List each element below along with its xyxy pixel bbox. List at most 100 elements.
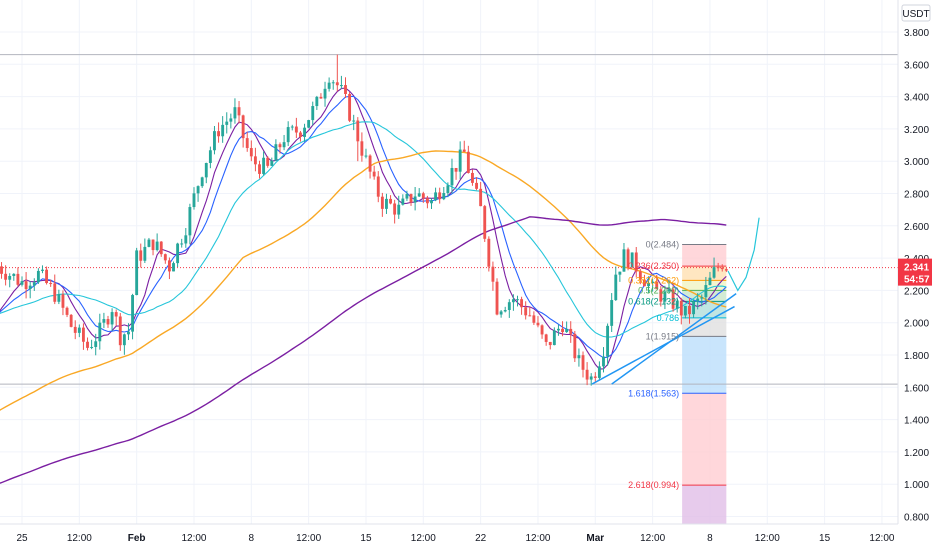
price-tick-label: 3.200 <box>904 125 929 136</box>
candle-body <box>143 246 147 261</box>
time-tick-label: 12:00 <box>755 533 780 544</box>
candle-body <box>352 120 356 122</box>
chart-grid <box>0 0 898 524</box>
price-axis[interactable]: USDT 3.800 3.600 3.400 3.200 3.000 2.800 2.600 2… <box>897 0 932 550</box>
candle-body <box>147 239 151 247</box>
candle-body <box>335 82 339 86</box>
time-tick-label: 12:00 <box>640 533 665 544</box>
candle-body <box>614 274 618 301</box>
candlesticks <box>0 54 728 386</box>
time-tick-label: 12:00 <box>181 533 206 544</box>
candle-body <box>98 322 102 342</box>
candle-body <box>294 126 298 133</box>
fib-label: 1(1.915) <box>646 331 680 341</box>
candle-body <box>364 155 368 157</box>
price-tick-label: 1.200 <box>904 448 929 459</box>
candle-body <box>643 279 646 287</box>
candle-body <box>475 182 478 189</box>
candle-body <box>20 281 24 285</box>
trendline <box>591 305 735 385</box>
time-tick-label: 12:00 <box>411 533 436 544</box>
fib-zone-0 <box>682 244 727 267</box>
candle-body <box>483 206 487 239</box>
candle-body <box>520 299 524 308</box>
candle-body <box>696 298 700 302</box>
fib-label: 0(2.484) <box>646 240 680 250</box>
time-tick-label: 8 <box>249 533 255 544</box>
fib-zone-0.5 <box>682 290 727 302</box>
candle-body <box>434 192 438 201</box>
candle-body <box>303 127 306 137</box>
candle-body <box>344 85 347 95</box>
candle-body <box>282 142 286 148</box>
candle-body <box>471 172 474 183</box>
candle-body <box>348 94 352 121</box>
candle-body <box>258 164 261 174</box>
time-tick-label: 15 <box>819 533 831 544</box>
candle-body <box>110 312 114 325</box>
candle-body <box>606 325 610 357</box>
candle-body <box>647 283 650 287</box>
candle-body <box>53 283 57 302</box>
candle-body <box>638 271 642 280</box>
candle-body <box>249 148 253 157</box>
fib-zone-0.382 <box>682 280 727 291</box>
candle-body <box>196 186 200 194</box>
candle-body <box>622 249 626 272</box>
candle-body <box>430 200 433 204</box>
candle-body <box>81 327 85 342</box>
projection-curve <box>727 217 760 292</box>
candle-body <box>176 243 180 264</box>
candle-body <box>225 121 229 125</box>
candle-body <box>528 315 532 317</box>
candle-body <box>712 267 716 278</box>
candle-body <box>57 294 61 302</box>
candle-body <box>589 376 593 380</box>
candle-body <box>184 235 188 244</box>
candle-body <box>499 311 503 315</box>
candle-body <box>49 283 53 285</box>
time-axis-bg <box>0 524 898 550</box>
candle-body <box>630 252 634 268</box>
candle-body <box>401 198 405 205</box>
candle-body <box>323 88 327 99</box>
candle-body <box>77 327 81 333</box>
candle-body <box>380 196 384 209</box>
candle-body <box>516 299 519 301</box>
price-tick-label: 1.400 <box>904 416 929 427</box>
candle-body <box>36 270 40 283</box>
candle-body <box>491 266 495 282</box>
candle-body <box>229 118 233 122</box>
price-tick-label: 2.600 <box>904 222 929 233</box>
trendlines[interactable] <box>591 217 760 385</box>
candle-body <box>557 328 560 331</box>
candle-body <box>16 273 20 285</box>
candle-body <box>180 243 184 245</box>
time-tick-label: 12:00 <box>296 533 321 544</box>
candle-body <box>339 85 343 87</box>
candle-body <box>524 307 528 316</box>
candle-body <box>700 297 704 299</box>
candle-body <box>503 310 507 312</box>
candle-body <box>507 302 511 311</box>
candle-body <box>561 328 564 333</box>
candle-body <box>536 322 540 326</box>
candle-body <box>368 155 372 172</box>
candle-body <box>0 266 3 274</box>
candle-body <box>688 305 691 315</box>
candle-body <box>671 289 675 309</box>
candle-body <box>213 131 216 151</box>
horizontal-lines[interactable] <box>0 54 898 385</box>
candle-body <box>610 300 614 326</box>
candle-body <box>65 307 69 315</box>
candle-body <box>118 316 122 346</box>
candle-body <box>548 341 552 346</box>
candle-body <box>704 285 708 298</box>
time-tick-label: 25 <box>16 533 28 544</box>
candle-body <box>663 291 667 302</box>
candle-body <box>131 295 134 332</box>
fib-zone-0.236 <box>682 266 727 281</box>
candle-body <box>315 96 319 107</box>
time-axis[interactable]: 25 12:00 Feb 12:00 8 12:00 15 12:00 22 12:00 Mar 12… <box>0 523 898 550</box>
